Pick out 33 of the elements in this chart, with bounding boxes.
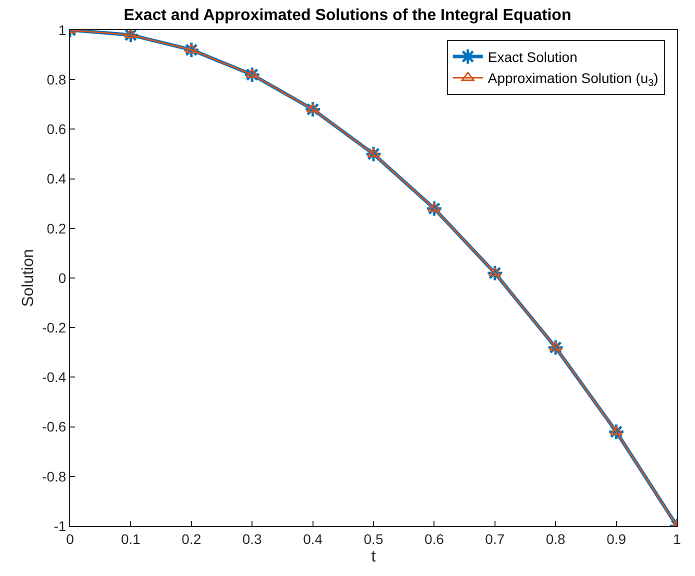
x-tick-label: 0.7 <box>485 530 505 547</box>
x-axis-title: t <box>371 548 376 566</box>
y-axis-title: Solution <box>20 249 37 307</box>
x-tick-label: 0.8 <box>546 530 566 547</box>
x-tick-label: 0.5 <box>364 530 384 547</box>
x-tick-label: 0.1 <box>120 530 141 547</box>
x-tick-label: 0.9 <box>606 530 626 547</box>
x-tick-label: 0.4 <box>303 530 323 547</box>
y-tick-label: -0.8 <box>42 468 66 484</box>
x-tick-label: 0.2 <box>182 530 202 547</box>
y-tick-label: 0.4 <box>46 170 66 187</box>
legend-label: Approximation Solution (u$_{3}$) <box>488 70 658 90</box>
point <box>488 267 502 276</box>
point <box>549 342 562 351</box>
y-tick-label: 0.2 <box>46 220 66 236</box>
y-tick-label: -0.2 <box>42 320 66 336</box>
y-tick-label: -1 <box>54 518 66 534</box>
x-tick-label: 0.6 <box>424 530 444 547</box>
point <box>306 104 320 113</box>
y-tick-label: -0.6 <box>42 418 66 435</box>
chart-title: Exact and Approximated Solutions of the Integral Equation <box>124 6 572 24</box>
legend-label: Exact Solution <box>488 48 578 65</box>
x-tick-label: 0.3 <box>242 530 262 547</box>
y-tick-label: 1 <box>58 22 66 38</box>
point <box>428 202 441 212</box>
y-tick-label: 0.6 <box>46 121 66 138</box>
y-tick-label: 0 <box>58 270 66 286</box>
point <box>184 44 198 54</box>
x-tick-label: 1 <box>673 530 682 547</box>
y-tick-label: 0.8 <box>46 72 66 88</box>
point <box>610 426 623 436</box>
y-tick-label: -0.4 <box>42 369 66 386</box>
point <box>246 68 259 78</box>
